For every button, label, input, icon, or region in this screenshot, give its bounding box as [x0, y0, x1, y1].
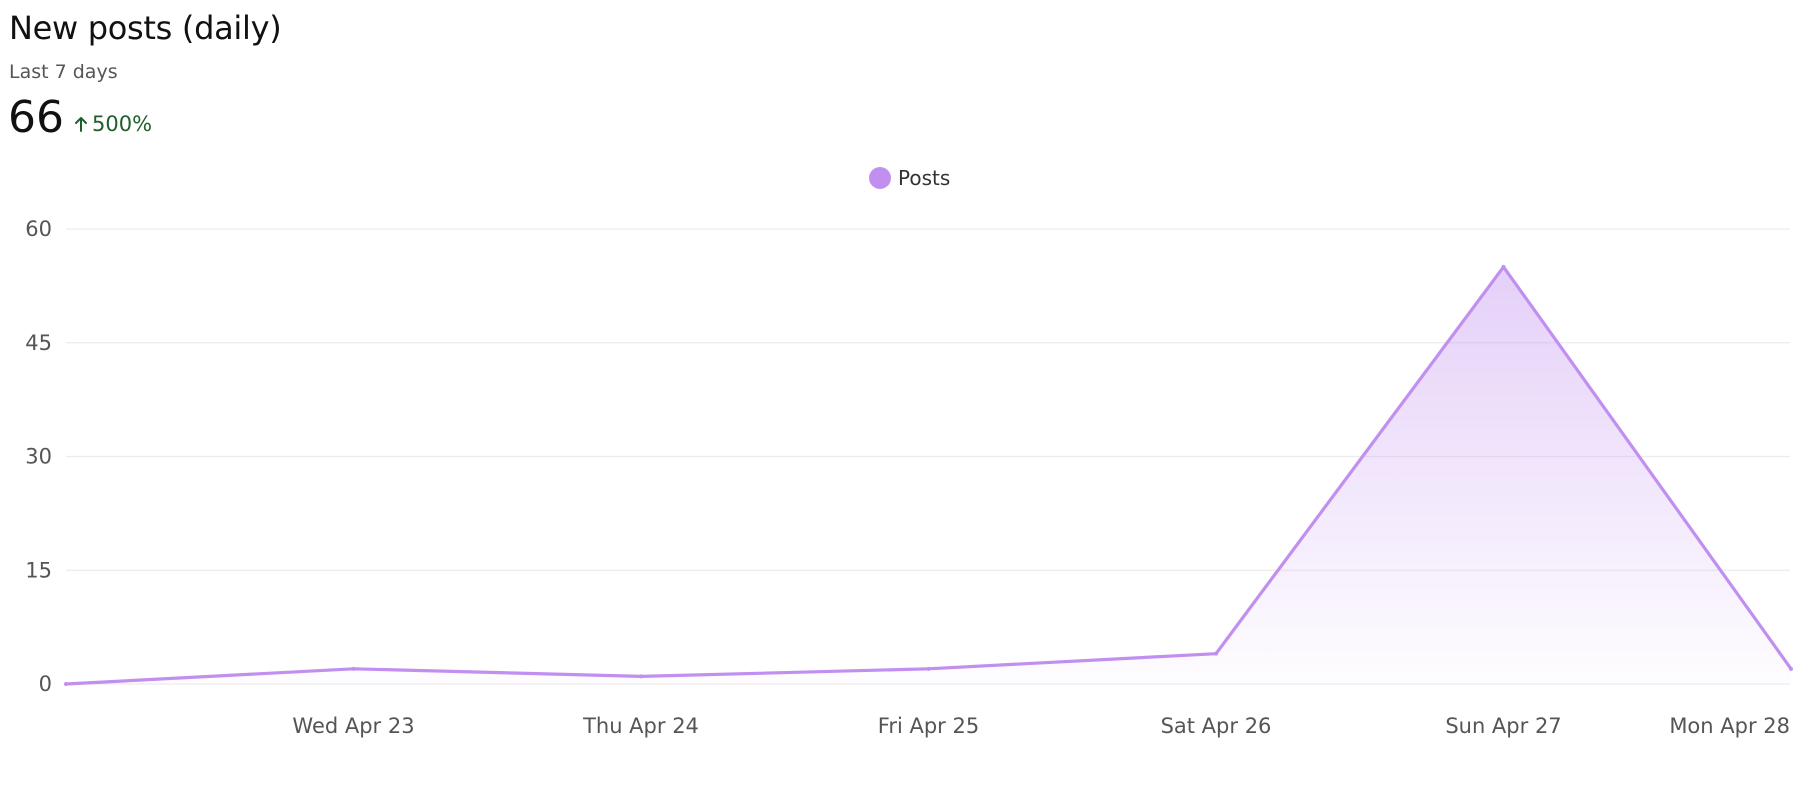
- y-tick-label: 0: [39, 672, 52, 696]
- x-tick-label: Fri Apr 25: [878, 714, 979, 738]
- series-posts: [64, 264, 1793, 686]
- chart-title: New posts (daily): [9, 9, 282, 47]
- y-tick-label: 15: [25, 558, 52, 582]
- x-tick-label: Mon Apr 28: [1669, 714, 1790, 738]
- data-point: [64, 682, 68, 686]
- arrow-up-icon: [75, 117, 87, 132]
- y-axis-ticks: 0 15 30 45 60: [25, 217, 52, 696]
- kpi-total-value: 66: [8, 92, 64, 143]
- x-axis-ticks: Wed Apr 23 Thu Apr 24 Fri Apr 25 Sat Apr 26…: [292, 714, 1790, 738]
- legend: Posts: [869, 166, 950, 190]
- series-area-fill: [66, 266, 1791, 684]
- data-point: [1501, 264, 1506, 269]
- kpi-summary: 66 500%: [8, 92, 152, 144]
- legend-swatch: [869, 167, 891, 189]
- data-point: [639, 674, 643, 679]
- kpi-change-value: 500%: [92, 112, 153, 136]
- data-point: [1214, 651, 1218, 656]
- kpi-change-badge: 500%: [74, 112, 152, 136]
- x-tick-label: Sat Apr 26: [1161, 714, 1272, 738]
- chart-subtitle: Last 7 days: [9, 61, 118, 83]
- legend-label: Posts: [898, 166, 950, 190]
- y-tick-label: 45: [25, 331, 52, 355]
- y-tick-label: 60: [25, 217, 52, 241]
- x-tick-label: Sun Apr 27: [1445, 714, 1561, 738]
- data-point: [1789, 666, 1793, 671]
- x-tick-label: Thu Apr 24: [582, 714, 699, 738]
- data-point: [351, 666, 356, 671]
- y-tick-label: 30: [25, 445, 52, 469]
- data-point: [926, 666, 931, 671]
- x-tick-label: Wed Apr 23: [292, 714, 414, 738]
